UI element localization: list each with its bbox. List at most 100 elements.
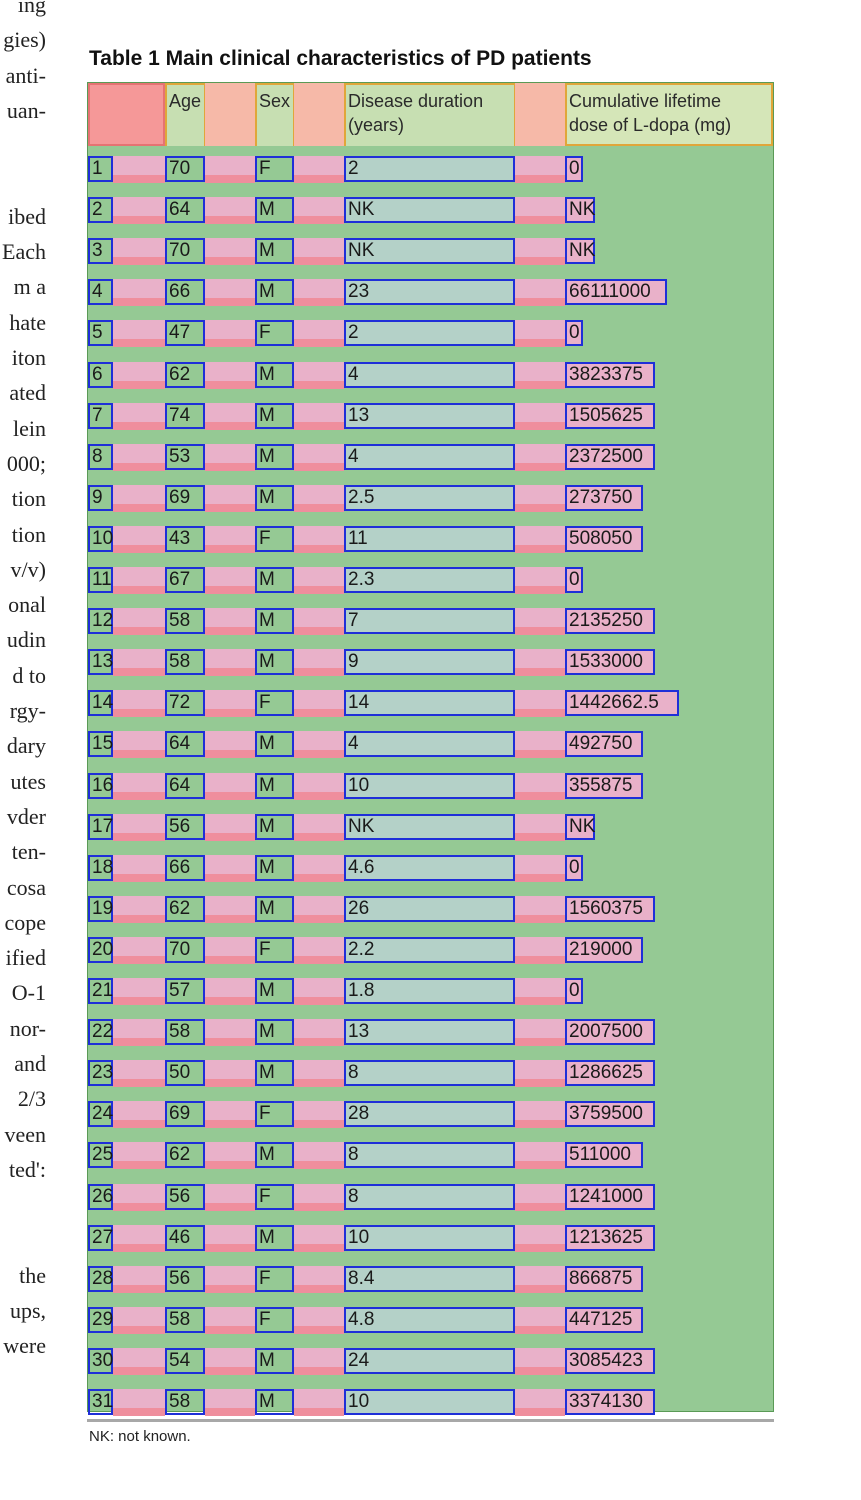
cell-sex: M: [255, 978, 294, 1004]
margin-text-line: ated: [9, 380, 46, 406]
row-band-accent: [515, 1079, 565, 1088]
cell-age: 58: [165, 608, 205, 635]
header-age: Age: [165, 83, 205, 146]
row-band: [344, 936, 515, 963]
row-band: [344, 1142, 515, 1169]
cell-sex: M: [255, 813, 294, 840]
cell-id: 26: [88, 1183, 113, 1210]
cell-sex: M: [255, 608, 294, 635]
row-band-accent: [515, 1366, 565, 1375]
row-band-accent: [515, 503, 565, 512]
cell-dose: 492750: [565, 731, 643, 758]
row-band-accent: [113, 421, 165, 430]
margin-text-line: O-1: [11, 980, 46, 1006]
row-band-accent: [515, 709, 565, 718]
row-band-accent: [294, 1079, 344, 1088]
cell-age: 58: [165, 1019, 205, 1046]
cell-sex: M: [255, 402, 294, 429]
row-band-accent: [205, 544, 255, 553]
row-band-accent: [205, 1161, 255, 1170]
cell-duration: 14: [344, 690, 515, 717]
cell-sex: M: [255, 238, 294, 265]
table-row: 4 66 M 23 66111000: [88, 269, 773, 310]
cell-sex: M: [255, 1142, 294, 1169]
cell-id: 14: [88, 690, 113, 717]
table-row: 7 74 M 13 1505625: [88, 393, 773, 434]
cell-age: 56: [165, 813, 205, 840]
margin-text-line: ified: [5, 945, 46, 971]
row-band-accent: [113, 627, 165, 636]
cell-duration: 13: [344, 402, 515, 429]
table-row: 17 56 M NK NK: [88, 804, 773, 845]
row-band-accent: [205, 175, 255, 183]
table-row: 21 57 M 1.8 0: [88, 968, 773, 1009]
row-band: [344, 484, 515, 511]
row-band-accent: [294, 339, 344, 348]
row-band-accent: [205, 462, 255, 471]
row-band-accent: [294, 380, 344, 389]
margin-text-line: gies): [3, 27, 46, 53]
margin-text-line: ibed: [8, 203, 46, 229]
cell-duration: 13: [344, 1019, 515, 1046]
cell-dose: 3823375: [565, 361, 655, 388]
cell-id: 27: [88, 1224, 113, 1251]
cell-id: 16: [88, 772, 113, 799]
cell-sex: F: [255, 1306, 294, 1333]
cell-duration: 4.6: [344, 854, 515, 881]
row-band: [344, 813, 515, 840]
cell-duration: 8.4: [344, 1265, 515, 1292]
row-band-accent: [113, 668, 165, 677]
row-band-accent: [515, 955, 565, 964]
margin-text-line: ted':: [9, 1156, 46, 1182]
margin-text-line: ing: [17, 0, 46, 17]
row-band: [344, 361, 515, 388]
cell-id: 22: [88, 1019, 113, 1046]
row-band-accent: [205, 955, 255, 964]
margin-text-line: hate: [9, 309, 46, 335]
cell-sex: M: [255, 443, 294, 470]
cell-id: 13: [88, 649, 113, 676]
table-row: 26 56 F 8 1241000: [88, 1174, 773, 1215]
cell-sex: F: [255, 1183, 294, 1210]
cell-duration: 8: [344, 1142, 515, 1169]
cell-age: 62: [165, 895, 205, 922]
cell-id: 9: [88, 484, 113, 511]
margin-text-line: m a: [13, 274, 46, 300]
row-band: [344, 1224, 515, 1251]
cell-sex: M: [255, 484, 294, 511]
adjacent-column-text: ing gies) anti-uan-ibed Each m a hate iton ated…: [0, 0, 48, 1500]
table-row: 23 50 M 8 1286625: [88, 1050, 773, 1091]
row-band-accent: [205, 709, 255, 718]
table-row: 8 53 M 4 2372500: [88, 434, 773, 475]
cell-age: 70: [165, 936, 205, 963]
row-band: [344, 279, 515, 306]
row-band-accent: [113, 544, 165, 553]
cell-age: 69: [165, 484, 205, 511]
row-band-accent: [294, 750, 344, 759]
row-band-accent: [205, 873, 255, 882]
row-band-accent: [113, 298, 165, 307]
margin-text-line: iton: [11, 345, 46, 370]
cell-sex: M: [255, 197, 294, 224]
cell-age: 70: [165, 238, 205, 265]
cell-age: 58: [165, 1389, 205, 1415]
row-band-accent: [515, 997, 565, 1005]
cell-dose: 2135250: [565, 608, 655, 635]
cell-dose: 1505625: [565, 402, 655, 429]
cell-dose: 3374130: [565, 1389, 655, 1415]
row-band-accent: [113, 462, 165, 471]
row-band-accent: [515, 1243, 565, 1252]
cell-duration: 2.2: [344, 936, 515, 963]
row-band-accent: [113, 1325, 165, 1334]
cell-age: 72: [165, 690, 205, 717]
cell-age: 46: [165, 1224, 205, 1251]
margin-text-line: d to: [12, 662, 46, 688]
cell-duration: 2: [344, 320, 515, 347]
table-row: 29 58 F 4.8 447125: [88, 1297, 773, 1338]
cell-id: 25: [88, 1142, 113, 1169]
row-band-accent: [113, 257, 165, 266]
row-band-accent: [205, 298, 255, 307]
row-band-accent: [113, 832, 165, 841]
cell-id: 18: [88, 854, 113, 881]
row-band-accent: [294, 503, 344, 512]
